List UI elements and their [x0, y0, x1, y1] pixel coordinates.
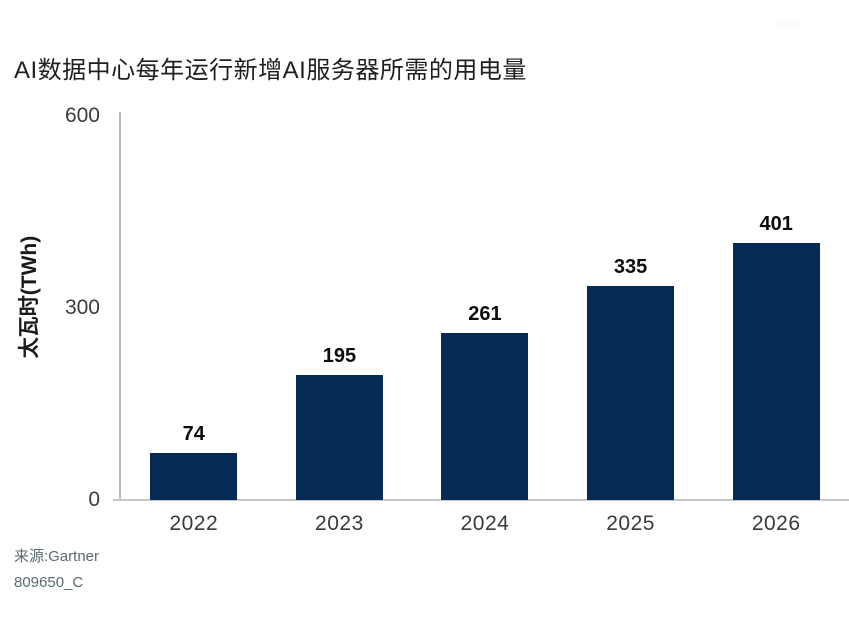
x-tick-label: 2025	[606, 512, 655, 535]
bar-group: 195	[267, 116, 413, 500]
bar-2022	[150, 453, 238, 500]
y-tick-label: 300	[64, 296, 100, 319]
plot-area: 74 195 261 335 401	[121, 116, 849, 500]
faint-watermark	[777, 20, 799, 28]
document-code: 809650_C	[14, 574, 84, 591]
y-axis-line	[119, 112, 121, 501]
bar-2023	[295, 375, 383, 500]
y-tick-label: 600	[64, 104, 100, 127]
bar-value-label: 195	[322, 345, 357, 367]
bar-group: 261	[412, 116, 558, 500]
bar-group: 335	[558, 116, 704, 500]
y-tick-label: 0	[88, 488, 100, 511]
bar-value-label: 74	[182, 423, 205, 445]
x-axis-line	[113, 499, 849, 501]
bar-value-label: 261	[468, 303, 502, 325]
bar-2026	[732, 243, 820, 500]
x-tick-label: 2023	[315, 512, 364, 535]
bar-value-label: 401	[759, 213, 793, 235]
x-tick-label: 2024	[460, 512, 510, 535]
x-tick-label: 2022	[169, 512, 219, 535]
bar-2024	[441, 333, 529, 500]
bar-value-label: 335	[613, 256, 648, 278]
bar-group: 74	[121, 116, 267, 500]
footer: 来源:Gartner 809650_C	[14, 544, 99, 596]
chart-title: AI数据中心每年运行新增AI服务器所需的用电量	[14, 57, 527, 85]
bar-group: 401	[703, 116, 849, 500]
source-note: 来源:Gartner	[14, 548, 100, 565]
bar-2025	[587, 286, 675, 500]
x-axis-tick-labels: 2022 2023 2024 2025 2026	[121, 512, 849, 536]
x-tick-label: 2026	[751, 512, 801, 535]
